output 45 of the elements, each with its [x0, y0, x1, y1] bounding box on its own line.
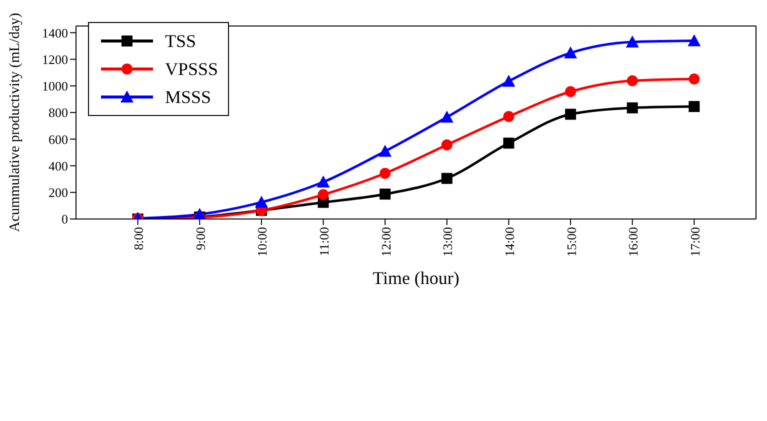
y-tick-label: 1200: [42, 52, 68, 67]
x-tick-label: 13:00: [440, 227, 456, 257]
point: [688, 73, 700, 84]
x-tick-label: 17:00: [687, 227, 702, 257]
point: [626, 35, 639, 48]
x-tick-label: 14:00: [502, 227, 517, 257]
x-tick-label: 9:00: [192, 227, 208, 250]
point: [565, 108, 576, 120]
point: [380, 168, 391, 179]
y-tick-label: 1400: [42, 25, 68, 40]
legend-label: TSS: [165, 30, 196, 52]
y-tick-label: 400: [48, 158, 68, 174]
y-tick-label: 1000: [42, 78, 68, 94]
x-tick-label: 8:00: [131, 227, 146, 250]
point: [316, 175, 330, 188]
point: [626, 75, 638, 86]
point: [441, 139, 452, 150]
point: [688, 101, 700, 112]
point: [380, 188, 391, 200]
y-tick-label: 0: [62, 212, 68, 227]
point: [193, 208, 206, 219]
y-tick-label: 200: [48, 184, 68, 200]
legend-label: MSSS: [165, 86, 212, 108]
point: [626, 102, 638, 114]
legend-label: VPSSS: [165, 58, 218, 80]
x-axis-title: Time (hour): [372, 268, 460, 288]
point: [564, 46, 578, 58]
point: [441, 172, 452, 184]
point: [503, 111, 514, 122]
x-tick-label: 16:00: [626, 227, 641, 257]
y-axis-title: Acummulative productivity (mL/day): [7, 12, 24, 232]
point: [254, 196, 268, 208]
y-tick-label: 600: [48, 132, 68, 147]
x-tick-label: 10:00: [254, 227, 270, 257]
point: [440, 110, 454, 123]
point: [688, 34, 701, 46]
y-tick-label: 800: [48, 105, 68, 120]
point: [378, 144, 392, 157]
point: [565, 86, 576, 98]
x-tick-label: 12:00: [378, 227, 394, 257]
point: [502, 74, 516, 87]
point: [318, 189, 329, 200]
x-tick-label: 11:00: [316, 227, 332, 256]
x-tick-label: 15:00: [564, 227, 579, 257]
point: [503, 138, 514, 149]
